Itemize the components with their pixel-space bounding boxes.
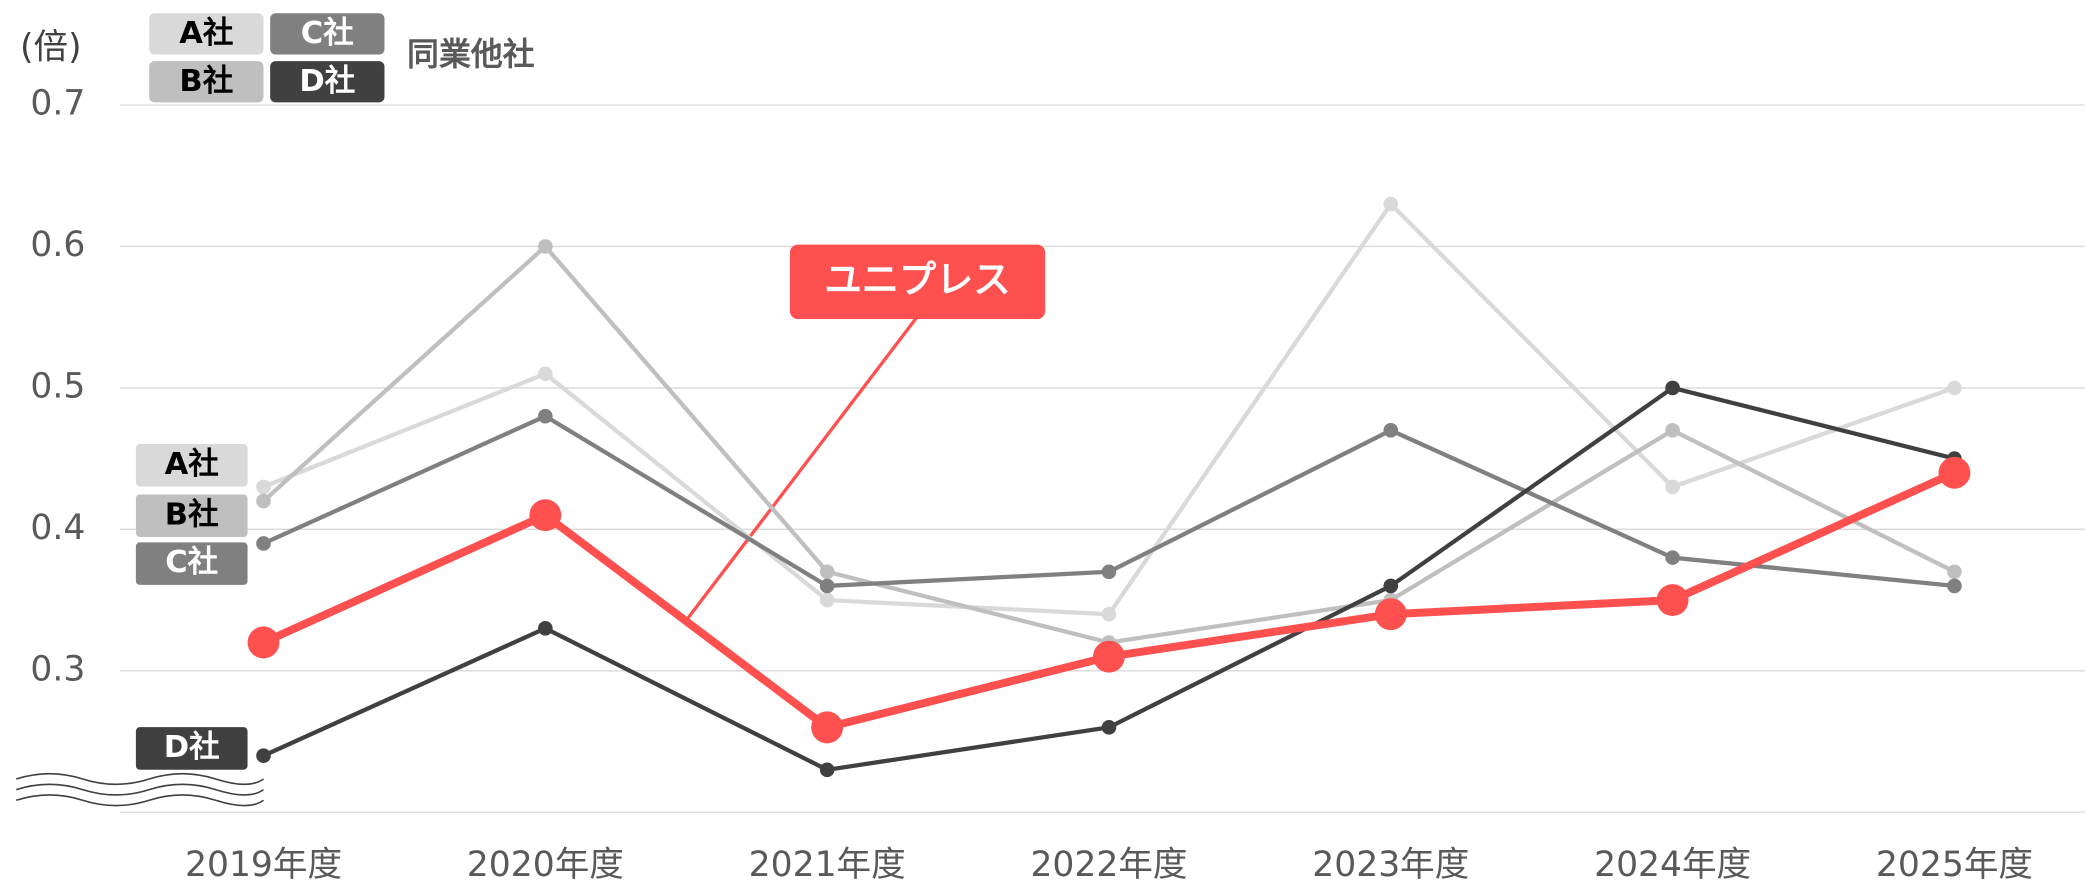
data-point — [819, 762, 835, 778]
series-label-box — [135, 444, 248, 487]
data-point — [1101, 606, 1117, 622]
data-point — [1383, 423, 1399, 438]
data-point — [256, 479, 271, 495]
y-tick-label: 0.4 — [30, 508, 85, 548]
data-point — [538, 366, 553, 382]
data-point — [1665, 380, 1680, 396]
data-point — [538, 239, 553, 254]
data-point — [1947, 564, 1962, 580]
data-point — [538, 408, 553, 424]
data-point — [1665, 479, 1680, 495]
legend-title: 同業他社 — [407, 35, 535, 73]
data-point — [819, 564, 835, 580]
data-point — [1938, 456, 1971, 489]
y-tick-label: 0.6 — [30, 225, 85, 265]
legend-label: C社 — [301, 16, 354, 51]
series-label: C社 — [165, 545, 218, 580]
x-tick-label: 2022年度 — [1030, 845, 1187, 885]
x-tick-label: 2024年度 — [1594, 845, 1751, 885]
series-line — [261, 469, 1957, 732]
data-point — [1656, 584, 1689, 617]
data-point — [819, 578, 835, 594]
y-tick-label: 0.5 — [30, 366, 85, 406]
series-label: D社 — [164, 730, 220, 765]
data-point — [256, 536, 271, 551]
callout-label: ユニプレス — [824, 257, 1010, 301]
data-point — [1101, 564, 1117, 580]
data-point — [1101, 720, 1117, 735]
legend-swatch — [270, 61, 385, 103]
legend-swatch — [149, 13, 264, 55]
series-label-box — [135, 542, 248, 585]
legend-swatch — [149, 61, 264, 103]
series-label: B社 — [165, 497, 219, 532]
legend-label: D社 — [299, 64, 355, 99]
series-label-box — [135, 494, 248, 538]
x-tick-label: 2025年度 — [1876, 845, 2033, 885]
callout-box — [789, 244, 1046, 320]
series-line — [262, 413, 1955, 589]
series-line — [262, 200, 1956, 617]
series-label: A社 — [165, 447, 219, 482]
data-point — [1947, 380, 1962, 396]
data-point — [1374, 598, 1407, 631]
legend-swatch — [270, 13, 385, 55]
data-point — [256, 748, 271, 763]
unit-label: (倍) — [20, 28, 82, 68]
x-tick-label: 2019年度 — [185, 845, 342, 885]
data-point — [1383, 196, 1399, 212]
callout-line — [683, 315, 919, 624]
data-point — [1383, 578, 1399, 594]
data-point — [1947, 578, 1962, 594]
x-tick-label: 2021年度 — [749, 845, 906, 885]
data-point — [1665, 550, 1680, 565]
x-tick-label: 2023年度 — [1312, 845, 1469, 885]
data-point — [529, 499, 562, 532]
legend-label: B社 — [179, 64, 233, 99]
data-point — [247, 626, 280, 659]
data-point — [256, 493, 271, 509]
data-point — [819, 592, 835, 608]
data-point — [1665, 423, 1680, 438]
legend-label: A社 — [179, 16, 233, 51]
data-point — [538, 621, 553, 636]
x-tick-label: 2020年度 — [467, 845, 624, 885]
data-point — [1093, 640, 1125, 673]
data-point — [811, 711, 844, 744]
series-label-box — [135, 727, 248, 770]
axis-break — [16, 772, 264, 807]
y-tick-label: 0.3 — [30, 649, 85, 689]
y-tick-label: 0.7 — [30, 84, 85, 124]
